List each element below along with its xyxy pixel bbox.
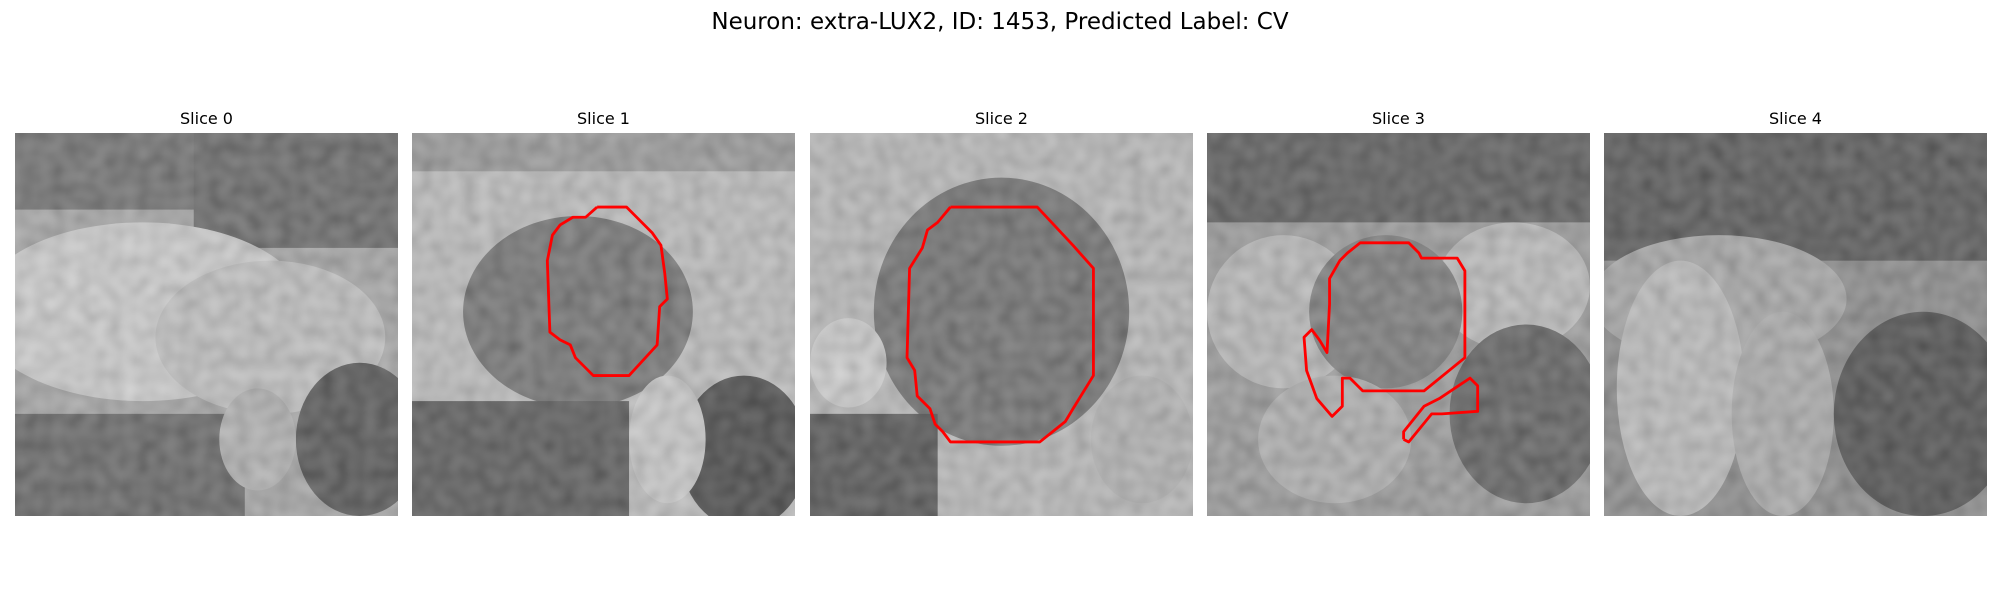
slice-image-2 bbox=[810, 133, 1193, 516]
slice-title-4: Slice 4 bbox=[1769, 109, 1822, 128]
slice-title-2: Slice 2 bbox=[975, 109, 1028, 128]
figure-title: Neuron: extra-LUX2, ID: 1453, Predicted … bbox=[711, 9, 1289, 35]
cell-contour bbox=[1302, 241, 1467, 418]
slice-panel-4: Slice 4 bbox=[1604, 108, 1987, 524]
slice-title-3: Slice 3 bbox=[1372, 109, 1425, 128]
cell-contour bbox=[905, 205, 1095, 444]
slice-image-4 bbox=[1604, 133, 1987, 516]
slice-panel-0: Slice 0 bbox=[15, 108, 398, 524]
noise-overlay bbox=[810, 133, 1193, 516]
cell-contour bbox=[545, 205, 669, 377]
slice-image-1 bbox=[412, 133, 795, 516]
slice-image-3 bbox=[1207, 133, 1590, 516]
slice-image-0 bbox=[15, 133, 398, 516]
slice-title-0: Slice 0 bbox=[180, 109, 233, 128]
noise-overlay bbox=[15, 133, 398, 516]
slice-panel-1: Slice 1 bbox=[412, 108, 795, 524]
slice-panel-3: Slice 3 bbox=[1207, 108, 1590, 524]
noise-overlay bbox=[1604, 133, 1987, 516]
cell-contour bbox=[1402, 376, 1480, 444]
slice-panel-2: Slice 2 bbox=[810, 108, 1193, 524]
slice-title-1: Slice 1 bbox=[577, 109, 630, 128]
noise-overlay bbox=[1207, 133, 1590, 516]
noise-overlay bbox=[412, 133, 795, 516]
